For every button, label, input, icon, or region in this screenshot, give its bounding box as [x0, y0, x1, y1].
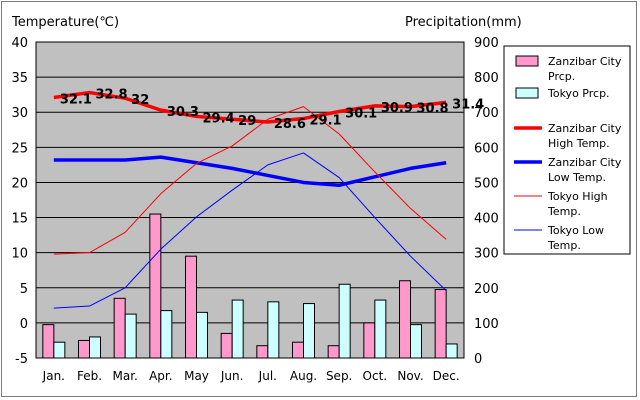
left-tick-label: 20 [11, 176, 28, 191]
legend-swatch [515, 55, 539, 67]
right-tick-label: 100 [474, 317, 499, 332]
legend-label: Zanzibar City [548, 55, 622, 68]
data-label: 30.8 [417, 102, 449, 117]
precip-bar [374, 299, 387, 359]
precip-bar [78, 339, 90, 359]
temp-line [53, 106, 447, 255]
data-label: 31.4 [452, 97, 484, 112]
data-label: 30.1 [345, 107, 377, 122]
precip-bar [113, 297, 126, 359]
legend-label: High Temp. [548, 137, 610, 150]
x-tick-label: Feb. [77, 369, 102, 383]
precip-bar [196, 311, 208, 359]
precip-bar [292, 341, 304, 359]
temp-line [53, 152, 447, 309]
precip-bar [149, 213, 162, 359]
precip-bar [42, 324, 55, 359]
right-tick-label: 800 [474, 71, 499, 86]
precip-bar [220, 332, 233, 359]
precip-bar [124, 313, 137, 359]
data-label: 32.8 [96, 88, 128, 103]
precip-bar [363, 322, 376, 359]
left-axis-ticks: -5 0 5 10 15 20 25 30 35 40 [11, 36, 28, 367]
data-label: 30.3 [167, 105, 199, 120]
precip-bar [231, 299, 244, 359]
data-label: 29.1 [310, 114, 342, 129]
legend-label: Temp. [547, 205, 581, 218]
x-tick-label: Jul. [258, 369, 277, 383]
x-tick-label: Apr. [149, 369, 172, 383]
data-label: 29 [238, 114, 256, 129]
temp-line [53, 155, 447, 188]
right-tick-label: 300 [474, 247, 499, 262]
left-tick-label: 25 [11, 141, 28, 156]
x-tick-label: Sep. [326, 369, 352, 383]
left-tick-label: -5 [15, 352, 28, 367]
legend-label: Low Temp. [548, 171, 606, 184]
data-labels: 32.1 32.8 32 30.3 29.4 29 28.6 29.1 30.1 30.9 30.8… [60, 88, 484, 132]
temperature-lines [53, 90, 447, 309]
x-tick-label: Dec. [433, 369, 460, 383]
left-tick-label: 15 [11, 212, 28, 227]
legend-label: Prcp. [548, 70, 575, 83]
left-tick-label: 40 [11, 36, 28, 51]
data-label: 30.9 [381, 101, 413, 116]
legend-label: Tokyo Prcp. [547, 87, 610, 100]
left-tick-label: 0 [20, 317, 28, 332]
x-tick-label: Oct. [363, 369, 388, 383]
right-tick-label: 0 [474, 352, 482, 367]
right-axis-ticks: 0 100 200 300 400 500 600 700 800 900 [474, 36, 499, 367]
legend-label: Tokyo High [547, 190, 608, 203]
legend-box [503, 45, 631, 255]
left-tick-label: 5 [20, 282, 28, 297]
left-tick-label: 30 [11, 106, 28, 121]
y-axis-left-label: Temperature(℃) [11, 15, 119, 30]
plot-border [35, 41, 465, 359]
right-tick-label: 400 [474, 212, 499, 227]
x-tick-label: Jun. [220, 369, 244, 383]
legend: Zanzibar City Prcp. Tokyo Prcp. Zanzibar Ci… [503, 45, 631, 255]
precip-bar [338, 283, 351, 359]
data-label: 32 [131, 93, 149, 108]
precip-bar [53, 341, 66, 359]
left-tick-label: 10 [11, 247, 28, 262]
precip-bar [399, 280, 411, 359]
x-tick-label: Nov. [397, 369, 423, 383]
x-axis-ticks: Jan. Feb. Mar. Apr. May Jun. Jul. Aug. Sep. Oct. N… [42, 369, 460, 383]
data-label: 32.1 [60, 92, 92, 107]
legend-label: Zanzibar City [548, 156, 622, 169]
data-label: 28.6 [274, 117, 306, 132]
right-tick-label: 500 [474, 176, 499, 191]
gridlines [36, 76, 464, 324]
precip-bar [445, 343, 458, 359]
right-tick-label: 700 [474, 106, 499, 121]
precip-bar [434, 289, 447, 359]
legend-label: Zanzibar City [548, 122, 622, 135]
precip-bar [185, 255, 197, 359]
right-tick-label: 600 [474, 141, 499, 156]
data-label: 29.4 [203, 111, 235, 126]
left-tick-label: 35 [11, 71, 28, 86]
right-tick-label: 200 [474, 282, 499, 297]
precip-bar [303, 303, 315, 359]
legend-label: Tokyo Low [547, 224, 604, 237]
precip-bar [160, 310, 173, 359]
y-axis-right-label: Precipitation(mm) [405, 15, 522, 30]
precip-bar [256, 345, 269, 359]
right-tick-label: 900 [474, 36, 499, 51]
x-tick-label: Aug. [290, 369, 317, 383]
legend-swatch [515, 87, 539, 99]
x-tick-label: Jan. [42, 369, 65, 383]
precip-bar [267, 301, 280, 359]
precip-bar [327, 345, 340, 359]
temp-line [53, 90, 447, 124]
precip-bar [89, 336, 101, 359]
x-tick-label: May [184, 369, 209, 383]
x-tick-label: Mar. [112, 369, 137, 383]
precip-bar [410, 324, 422, 359]
legend-label: Temp. [547, 239, 581, 252]
